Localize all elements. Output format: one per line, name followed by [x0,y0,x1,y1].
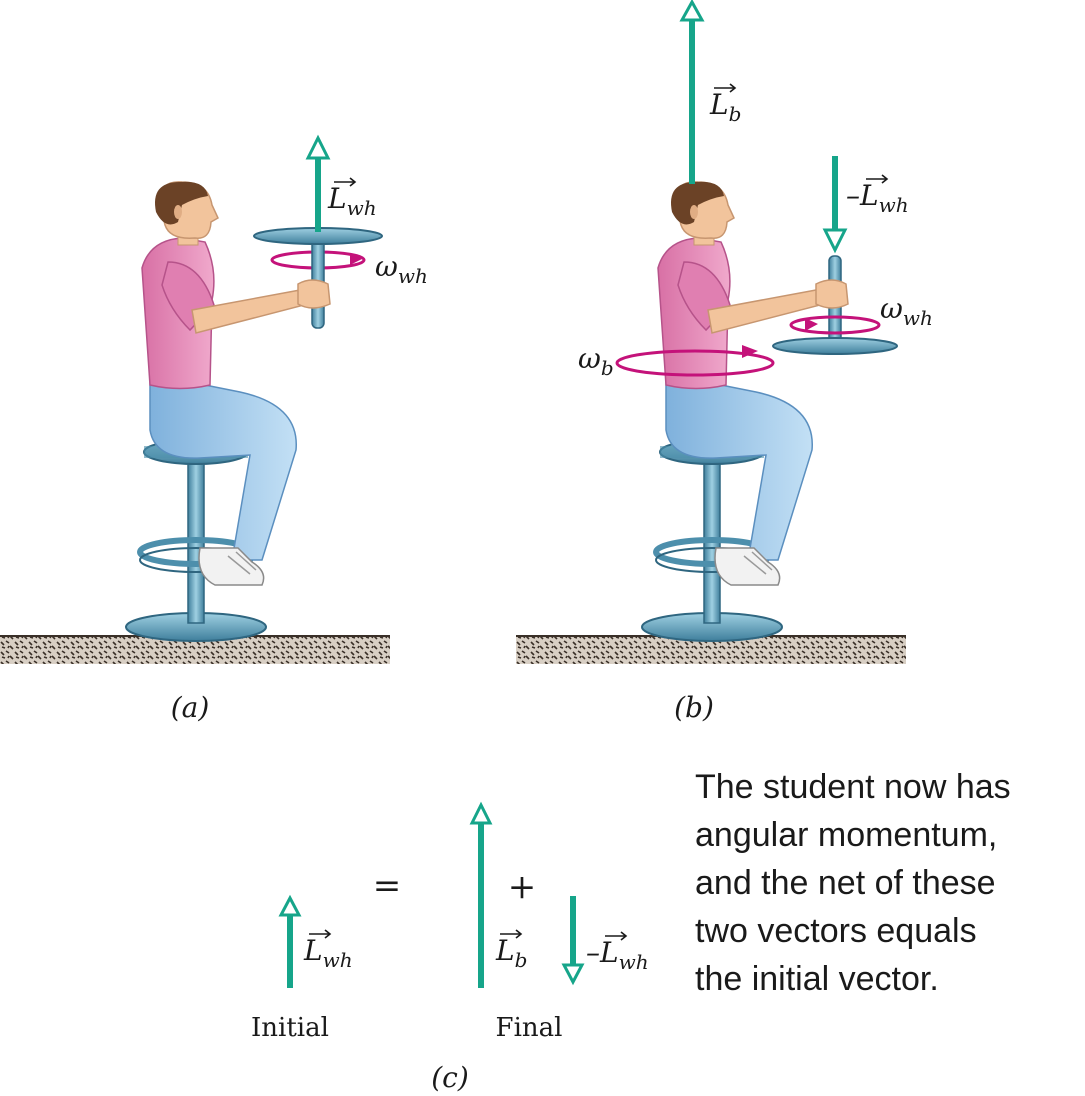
caption-initial: Initial [251,1013,329,1043]
panel-a: Lwh ωwh (a) [0,134,428,724]
svg-text:Lwh: Lwh [303,934,353,972]
svg-text:–Lwh: –Lwh [586,936,649,974]
note-line-4: two vectors equals [695,912,977,950]
label-L-b-c-sub: b [515,948,528,972]
note-line-5: the initial vector. [695,960,939,998]
explanation-note: The student now has angular momentum, an… [695,763,1080,1003]
svg-text:Lb: Lb [709,88,741,126]
label-neg-L-wh-c: L [599,936,619,969]
panel-c: Lwh = Lb + –Lwh Initial Final (c) [251,801,649,1094]
label-omega-b-sub: b [601,356,614,380]
svg-text:Lwh: Lwh [327,182,377,220]
svg-text:ωb: ωb [578,342,614,380]
panel-label-b: (b) [674,691,714,724]
label-neg-L-wh-b-minus: – [846,179,860,212]
svg-text:ωwh: ωwh [375,250,428,288]
label-L-wh-a: L [327,182,347,215]
rotation-arrow-wh-b [789,315,881,335]
caption-final: Final [496,1013,563,1043]
label-L-wh-a-sub: wh [347,196,377,220]
label-omega-b: ω [578,342,601,375]
label-neg-L-wh-c-sub: wh [619,950,649,974]
svg-text:–Lwh: –Lwh [846,179,909,217]
rotation-arrow-body-b [615,349,775,377]
equals-sign: = [373,866,402,906]
panel-label-c: (c) [431,1061,469,1094]
svg-text:Lb: Lb [495,934,527,972]
label-L-b-sub: b [729,102,742,126]
label-neg-L-wh-c-minus: – [586,936,600,969]
label-L-b: L [709,88,729,121]
label-L-wh-c-sub: wh [323,948,353,972]
label-omega-wh-a-sub: wh [398,264,428,288]
label-L-wh-c: L [303,934,323,967]
label-omega-wh-a: ω [375,250,398,283]
plus-sign: + [508,867,537,907]
label-omega-wh-b: ω [880,292,903,325]
label-neg-L-wh-b-sub: wh [879,193,909,217]
bicycle-wheel-b [772,337,898,355]
note-line-1: The student now has [695,768,1011,806]
note-line-2: angular momentum, [695,816,998,854]
label-L-b-c: L [495,934,515,967]
panel-label-a: (a) [171,691,210,724]
note-line-3: and the net of these [695,864,996,902]
svg-text:ωwh: ωwh [880,292,933,330]
label-neg-L-wh-b: L [859,179,879,212]
panel-b: Lb –Lwh ωwh ωb (b) [516,0,933,724]
label-omega-wh-b-sub: wh [903,306,933,330]
